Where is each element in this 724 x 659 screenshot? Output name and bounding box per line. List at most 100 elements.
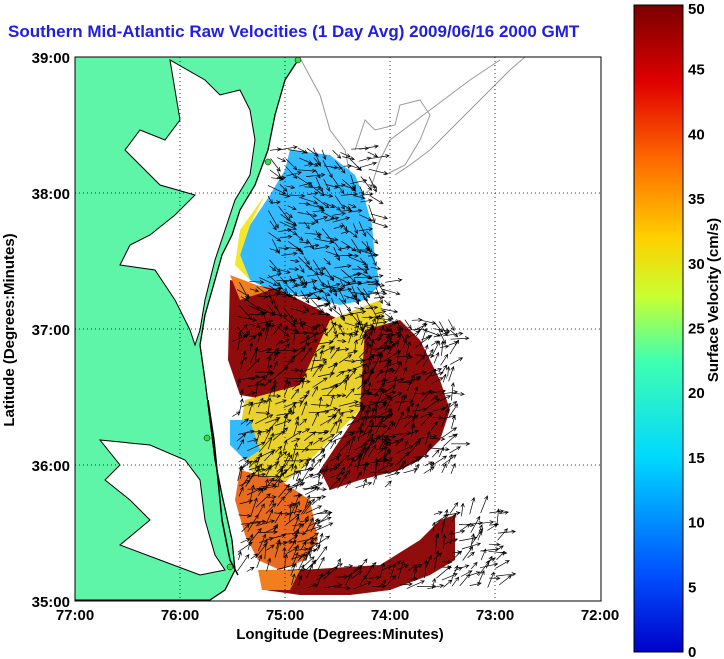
- velocity-arrow: [397, 393, 405, 412]
- velocity-arrow: [358, 214, 373, 221]
- velocity-arrow: [384, 368, 396, 373]
- velocity-arrow: [239, 388, 244, 398]
- velocity-arrow: [348, 456, 355, 468]
- velocity-arrow: [312, 487, 327, 492]
- velocity-arrow: [377, 463, 394, 472]
- velocity-arrow: [318, 302, 330, 307]
- velocity-arrow: [255, 519, 276, 527]
- velocity-arrow: [440, 344, 450, 349]
- velocity-arrow: [397, 560, 405, 579]
- velocity-arrow: [395, 411, 404, 429]
- velocity-arrow: [269, 147, 282, 152]
- velocity-arrow: [305, 160, 319, 167]
- velocity-arrow: [386, 331, 401, 339]
- velocity-arrow: [459, 573, 471, 587]
- velocity-arrow: [245, 471, 255, 487]
- velocity-arrow: [255, 380, 260, 398]
- velocity-arrow: [318, 407, 338, 413]
- velocity-arrow: [367, 444, 376, 457]
- velocity-arrow: [495, 560, 510, 569]
- velocity-arrow: [274, 510, 283, 524]
- velocity-arrow: [430, 340, 440, 359]
- velocity-arrow: [276, 451, 288, 461]
- velocity-arrow: [361, 433, 374, 449]
- velocity-arrow: [269, 220, 277, 231]
- velocity-arrow: [291, 451, 299, 472]
- velocity-arrow: [264, 322, 272, 342]
- velocity-arrow: [286, 482, 306, 491]
- velocity-arrow: [300, 500, 312, 515]
- velocity-arrow: [379, 435, 389, 449]
- velocity-arrow: [295, 477, 301, 490]
- velocity-arrow: [241, 474, 251, 488]
- velocity-arrow: [321, 228, 335, 244]
- velocity-arrow: [375, 310, 387, 315]
- velocity-arrow: [413, 567, 418, 581]
- velocity-arrow: [291, 551, 299, 569]
- y-tick: 37:00: [32, 322, 70, 339]
- velocity-arrow: [275, 419, 292, 426]
- velocity-arrow: [255, 376, 266, 386]
- velocity-arrow: [348, 332, 353, 344]
- velocity-arrow: [240, 330, 251, 343]
- velocity-arrow: [337, 338, 347, 344]
- velocity-arrow: [266, 272, 282, 279]
- velocity-arrow: [496, 508, 501, 525]
- velocity-arrow: [379, 579, 387, 587]
- velocity-arrow: [318, 328, 328, 335]
- velocity-arrow: [295, 415, 300, 425]
- velocity-arrow: [366, 280, 385, 287]
- velocity-arrow: [283, 458, 304, 464]
- velocity-arrow: [467, 551, 475, 559]
- velocity-arrow: [329, 361, 337, 378]
- velocity-arrow: [369, 575, 381, 580]
- velocity-arrow: [238, 486, 244, 497]
- velocity-arrow: [299, 333, 318, 345]
- velocity-arrow: [324, 293, 333, 313]
- velocity-arrow: [396, 451, 410, 466]
- velocity-arrow: [311, 449, 326, 461]
- velocity-arrow: [430, 395, 439, 401]
- velocity-arrow: [315, 545, 328, 562]
- velocity-arrow: [359, 402, 364, 412]
- velocity-arrow: [285, 166, 298, 179]
- velocity-patch-band-edge: [258, 570, 300, 590]
- velocity-arrow: [286, 185, 296, 190]
- velocity-arrow: [354, 443, 368, 451]
- velocity-arrow: [368, 204, 376, 224]
- velocity-arrow: [267, 432, 275, 450]
- velocity-arrow: [344, 281, 363, 286]
- velocity-arrow: [405, 341, 411, 355]
- velocity-arrow: [373, 295, 385, 300]
- velocity-arrow: [266, 557, 272, 572]
- velocity-arrow: [267, 292, 281, 298]
- velocity-arrow: [246, 376, 256, 381]
- velocity-arrow: [304, 185, 323, 190]
- velocity-arrow: [499, 574, 513, 586]
- velocity-arrow: [406, 580, 426, 589]
- velocity-arrow: [297, 147, 308, 154]
- velocity-arrow: [431, 577, 437, 590]
- velocity-arrow: [396, 348, 401, 363]
- velocity-arrow: [449, 530, 454, 545]
- velocity-arrow: [328, 321, 337, 334]
- velocity-arrow: [402, 333, 409, 349]
- velocity-arrow: [248, 402, 254, 415]
- velocity-arrow: [375, 417, 384, 428]
- x-axis-label: Longitude (Degrees:Minutes): [236, 626, 444, 643]
- velocity-arrow: [441, 520, 446, 534]
- velocity-arrow: [335, 411, 344, 425]
- velocity-arrow: [351, 247, 370, 253]
- velocity-arrow: [376, 437, 392, 442]
- velocity-arrow: [290, 368, 300, 373]
- velocity-arrow: [263, 379, 273, 387]
- velocity-arrow: [263, 538, 269, 560]
- velocity-arrow: [368, 184, 378, 189]
- velocity-arrow: [424, 368, 437, 381]
- velocity-arrow: [265, 495, 277, 500]
- velocity-arrow: [266, 386, 274, 404]
- velocity-arrow: [386, 575, 397, 586]
- x-tick: 77:00: [56, 607, 94, 624]
- velocity-arrow: [348, 203, 357, 208]
